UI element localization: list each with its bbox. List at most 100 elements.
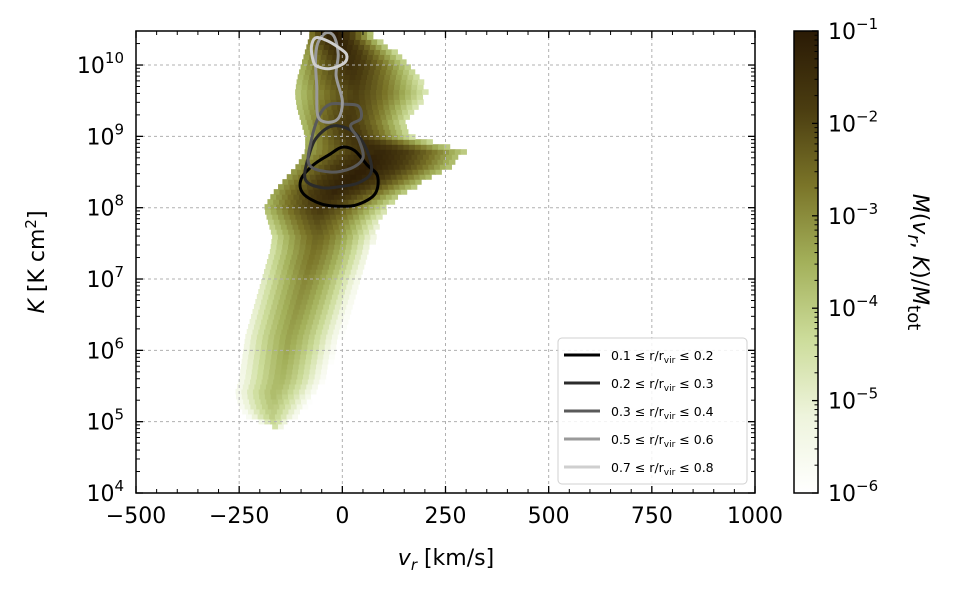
heatmap-cell <box>287 418 294 425</box>
heatmap-cell <box>391 159 398 165</box>
heatmap-cell <box>386 144 393 150</box>
heatmap-cell <box>356 269 363 275</box>
heatmap-cell <box>293 209 301 215</box>
heatmap-cell <box>304 308 311 315</box>
heatmap-cell <box>325 199 332 205</box>
heatmap-cell <box>316 244 324 250</box>
heatmap-cell <box>343 74 351 80</box>
heatmap-cell <box>348 39 355 45</box>
heatmap-cell <box>407 74 414 80</box>
heatmap-cell <box>327 269 334 275</box>
heatmap-cell <box>364 64 371 70</box>
heatmap-cell <box>280 413 288 420</box>
heatmap-cell <box>316 269 323 275</box>
heatmap-cell <box>257 368 264 375</box>
heatmap-cell <box>320 313 327 320</box>
heatmap-cell <box>380 114 387 120</box>
heatmap-cell <box>322 144 329 150</box>
heatmap-cell <box>443 149 450 155</box>
heatmap-cell <box>326 74 333 80</box>
heatmap-cell <box>382 184 389 190</box>
heatmap-cell <box>314 74 322 80</box>
heatmap-cell <box>272 398 279 405</box>
heatmap-cell <box>334 114 341 120</box>
heatmap-cell <box>337 79 344 85</box>
heatmap-cell <box>296 99 303 105</box>
heatmap-cell <box>391 49 398 55</box>
heatmap-cell <box>285 274 293 280</box>
heatmap-cell <box>336 318 343 325</box>
heatmap-cell <box>360 169 367 175</box>
heatmap-cell <box>361 224 369 230</box>
heatmap-cell <box>365 79 373 85</box>
heatmap-cell <box>320 373 327 380</box>
heatmap-cell <box>397 144 405 150</box>
heatmap-cell <box>375 64 383 70</box>
heatmap-cell <box>328 244 335 250</box>
heatmap-cell <box>295 348 302 355</box>
heatmap-cell <box>325 104 333 110</box>
heatmap-cell <box>282 323 290 330</box>
heatmap-cell <box>308 333 316 340</box>
heatmap-cell <box>241 358 249 365</box>
heatmap-cell <box>293 194 300 200</box>
heatmap-cell <box>343 34 351 40</box>
heatmap-cell <box>293 244 301 250</box>
heatmap-cell <box>388 59 396 65</box>
heatmap-cell <box>363 229 370 235</box>
heatmap-cell <box>273 403 280 410</box>
heatmap-cell <box>279 333 287 340</box>
heatmap-cell <box>307 99 314 105</box>
heatmap-cell <box>270 204 277 210</box>
heatmap-cell <box>382 84 389 90</box>
heatmap-cell <box>293 393 301 400</box>
heatmap-cell <box>398 64 406 70</box>
heatmap-cell <box>342 318 349 325</box>
heatmap-cell <box>300 398 308 405</box>
heatmap-cell <box>285 313 293 320</box>
heatmap-cell <box>312 398 319 405</box>
heatmap-cell <box>342 279 349 285</box>
heatmap-cell <box>261 298 268 305</box>
heatmap-cell <box>274 313 281 320</box>
heatmap-cell <box>256 338 263 345</box>
heatmap-cell <box>318 234 325 240</box>
heatmap-cell <box>329 284 336 290</box>
heatmap-cell <box>338 74 345 80</box>
heatmap-cell <box>402 149 410 155</box>
heatmap-cell <box>344 129 351 135</box>
heatmap-cell <box>269 328 277 335</box>
heatmap-cell <box>304 269 311 275</box>
heatmap-cell <box>341 234 348 240</box>
heatmap-cell <box>330 259 337 265</box>
heatmap-cell <box>336 59 344 65</box>
heatmap-cell <box>367 109 374 115</box>
heatmap-cell <box>288 179 295 185</box>
heatmap-cell <box>326 109 334 115</box>
heatmap-cell <box>334 358 341 365</box>
heatmap-cell <box>365 59 372 65</box>
heatmap-cell <box>305 209 312 215</box>
heatmap-cell <box>342 259 349 265</box>
heatmap-cell <box>332 224 340 230</box>
heatmap-cell <box>340 284 347 290</box>
heatmap-cell <box>247 408 255 415</box>
heatmap-cell <box>376 184 383 190</box>
heatmap-cell <box>334 284 342 290</box>
heatmap-cell <box>341 94 348 100</box>
heatmap-cell <box>392 179 399 185</box>
heatmap-cell <box>414 149 421 155</box>
heatmap-cell <box>329 323 336 330</box>
heatmap-cell <box>300 323 307 330</box>
heatmap-cell <box>360 104 367 110</box>
heatmap-cell <box>302 219 309 225</box>
heatmap-cell <box>345 139 353 145</box>
heatmap-cell <box>307 259 314 265</box>
heatmap-cell <box>298 308 306 315</box>
heatmap-cell <box>357 209 364 215</box>
heatmap-cell <box>299 69 306 75</box>
heatmap-cell <box>284 259 291 265</box>
heatmap-cell <box>432 144 439 150</box>
heatmap-cell <box>321 109 328 115</box>
heatmap-cell <box>317 303 324 310</box>
